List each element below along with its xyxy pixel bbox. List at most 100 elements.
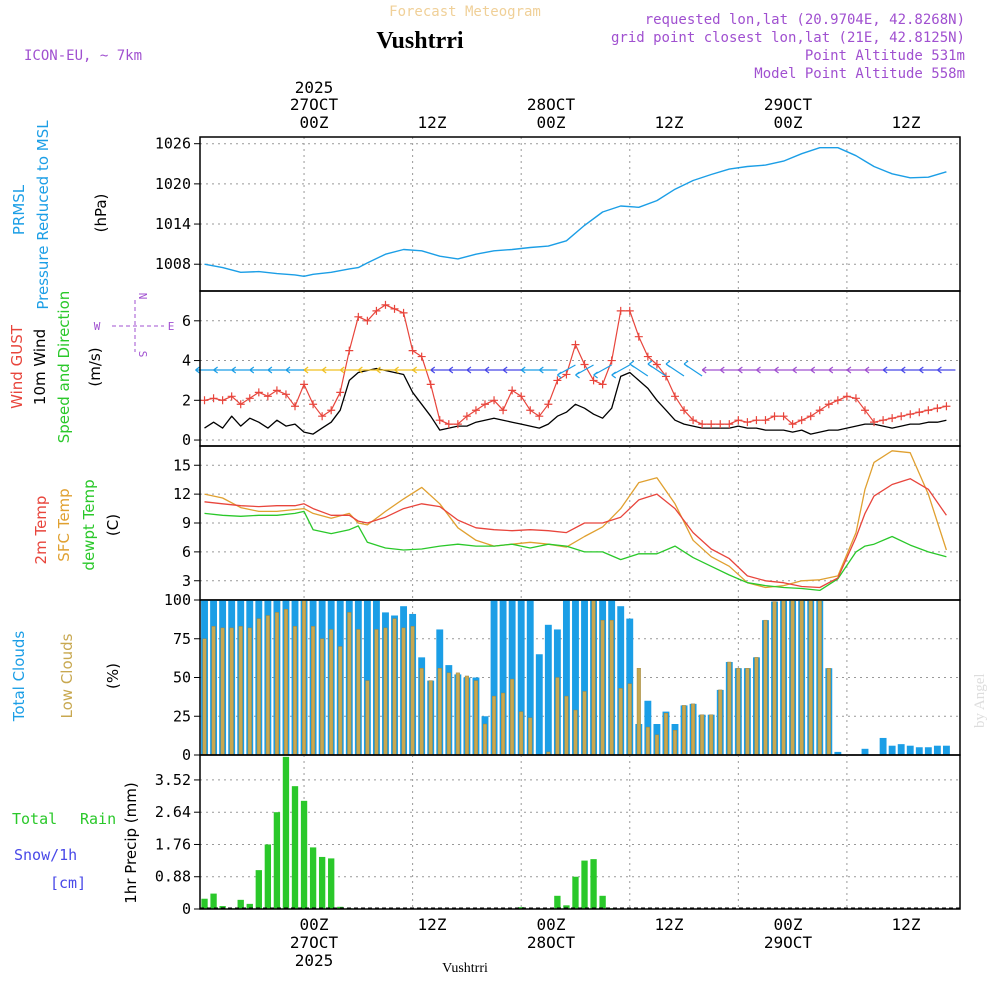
low-clouds-bar	[392, 618, 397, 756]
total-clouds-bar	[888, 745, 896, 755]
gust-marker	[471, 406, 480, 415]
low-clouds-bar	[573, 709, 578, 756]
low-clouds-bar	[826, 668, 831, 756]
gust-marker	[589, 376, 598, 385]
wind-arrow	[412, 366, 431, 374]
total-clouds-bar	[517, 600, 525, 755]
wind-10m-label: 10m Wind	[31, 329, 49, 405]
gust-marker	[779, 412, 788, 421]
low-clouds-bar	[229, 627, 234, 756]
clouds-tick-label: 100	[164, 591, 191, 609]
temp-tick-label: 12	[173, 485, 191, 503]
total-clouds-bar	[363, 600, 371, 755]
dewpt-line	[204, 510, 947, 592]
low-clouds-bar	[256, 618, 261, 756]
bottom-date-2: 28OCT	[527, 933, 576, 952]
low-clouds-bar	[727, 661, 732, 756]
gust-marker	[236, 400, 245, 409]
top-date-1: 27OCT	[290, 95, 339, 114]
wind-speed-line	[204, 367, 947, 435]
precip-bar	[309, 847, 317, 909]
wind-arrow	[792, 366, 811, 374]
gust-marker	[788, 420, 797, 429]
gust-marker	[716, 420, 725, 429]
gust-marker	[598, 380, 607, 389]
gust-marker	[508, 386, 517, 395]
gust-marker	[327, 406, 336, 415]
footer-location: Vushtrri	[442, 961, 488, 976]
total-clouds-bar	[544, 624, 552, 755]
gust-marker	[435, 416, 444, 425]
gust-marker	[517, 392, 526, 401]
precip-bar	[255, 870, 262, 909]
low-clouds-bar	[564, 695, 569, 756]
low-clouds-bar	[691, 703, 696, 756]
low-clouds-bar	[473, 680, 478, 756]
point-altitude: Point Altitude 531m	[805, 48, 965, 64]
bottom-hour-6: 12Z	[892, 915, 921, 934]
gust-marker	[363, 316, 372, 325]
low-clouds-bar	[510, 678, 515, 756]
gust-marker	[408, 346, 417, 355]
low-clouds-bar	[283, 609, 288, 756]
wind-arrow	[358, 366, 377, 374]
precip-bar	[318, 856, 326, 909]
low-clouds-bar	[238, 626, 243, 756]
top-date-2: 28OCT	[527, 95, 576, 114]
gust-marker	[743, 418, 752, 427]
top-hour-2: 12Z	[418, 113, 447, 132]
subtitle: Forecast Meteogram	[389, 4, 541, 20]
total-clouds-bar	[535, 654, 543, 755]
wind-frame	[199, 290, 961, 447]
low-clouds-bar	[627, 683, 632, 756]
low-clouds-bar	[356, 629, 361, 756]
wind-arrow	[611, 364, 631, 379]
low-clouds-bar	[347, 612, 352, 756]
wind-arrow	[321, 366, 341, 374]
top-year: 2025	[295, 78, 334, 97]
gust-marker	[535, 412, 544, 421]
gust-marker	[209, 394, 218, 403]
pressure-unit: (hPa)	[92, 194, 110, 233]
requested-coords: requested lon,lat (20.9704E, 42.8268N)	[645, 12, 965, 28]
precip-tick-label: 0	[182, 900, 191, 918]
clouds-tick-label: 75	[173, 630, 191, 648]
gust-marker	[499, 406, 508, 415]
gust-marker	[490, 396, 499, 405]
wind-arrow	[303, 366, 323, 374]
precip-tick-label: 2.64	[155, 803, 191, 821]
low-clouds-bar	[745, 668, 750, 756]
low-clouds-bar	[763, 619, 768, 756]
gust-marker	[381, 300, 390, 309]
wind-arrow	[339, 366, 359, 374]
low-clouds-bar	[645, 726, 650, 756]
gust-marker	[318, 412, 327, 421]
precip-total-label: Total	[12, 810, 57, 828]
wind-arrow	[249, 366, 268, 374]
low-clouds-bar	[528, 717, 533, 756]
gust-marker	[372, 306, 381, 315]
low-clouds-bar	[419, 668, 424, 756]
gust-marker	[354, 312, 363, 321]
precip-bar	[273, 812, 281, 909]
total-clouds-bar	[572, 600, 579, 755]
total-clouds-bar	[942, 745, 950, 755]
gust-marker	[254, 388, 263, 397]
low-clouds-bar	[455, 672, 460, 756]
total-clouds-bar	[915, 747, 923, 755]
low-clouds-bar	[609, 619, 614, 756]
wind-arrow	[846, 366, 865, 374]
low-clouds-bar	[817, 599, 822, 756]
gust-marker	[272, 386, 281, 395]
gust-marker	[417, 352, 426, 361]
total-clouds-bar	[562, 600, 570, 755]
wind-arrow	[756, 366, 775, 374]
gust-marker	[571, 340, 580, 349]
precip-tick-label: 1.76	[155, 835, 191, 853]
gust-marker	[227, 392, 236, 401]
low-clouds-bar	[202, 638, 207, 756]
compass-s: S	[136, 351, 149, 358]
gust-marker	[680, 406, 689, 415]
wind-arrow	[665, 360, 685, 377]
low-clouds-bar	[302, 599, 307, 756]
